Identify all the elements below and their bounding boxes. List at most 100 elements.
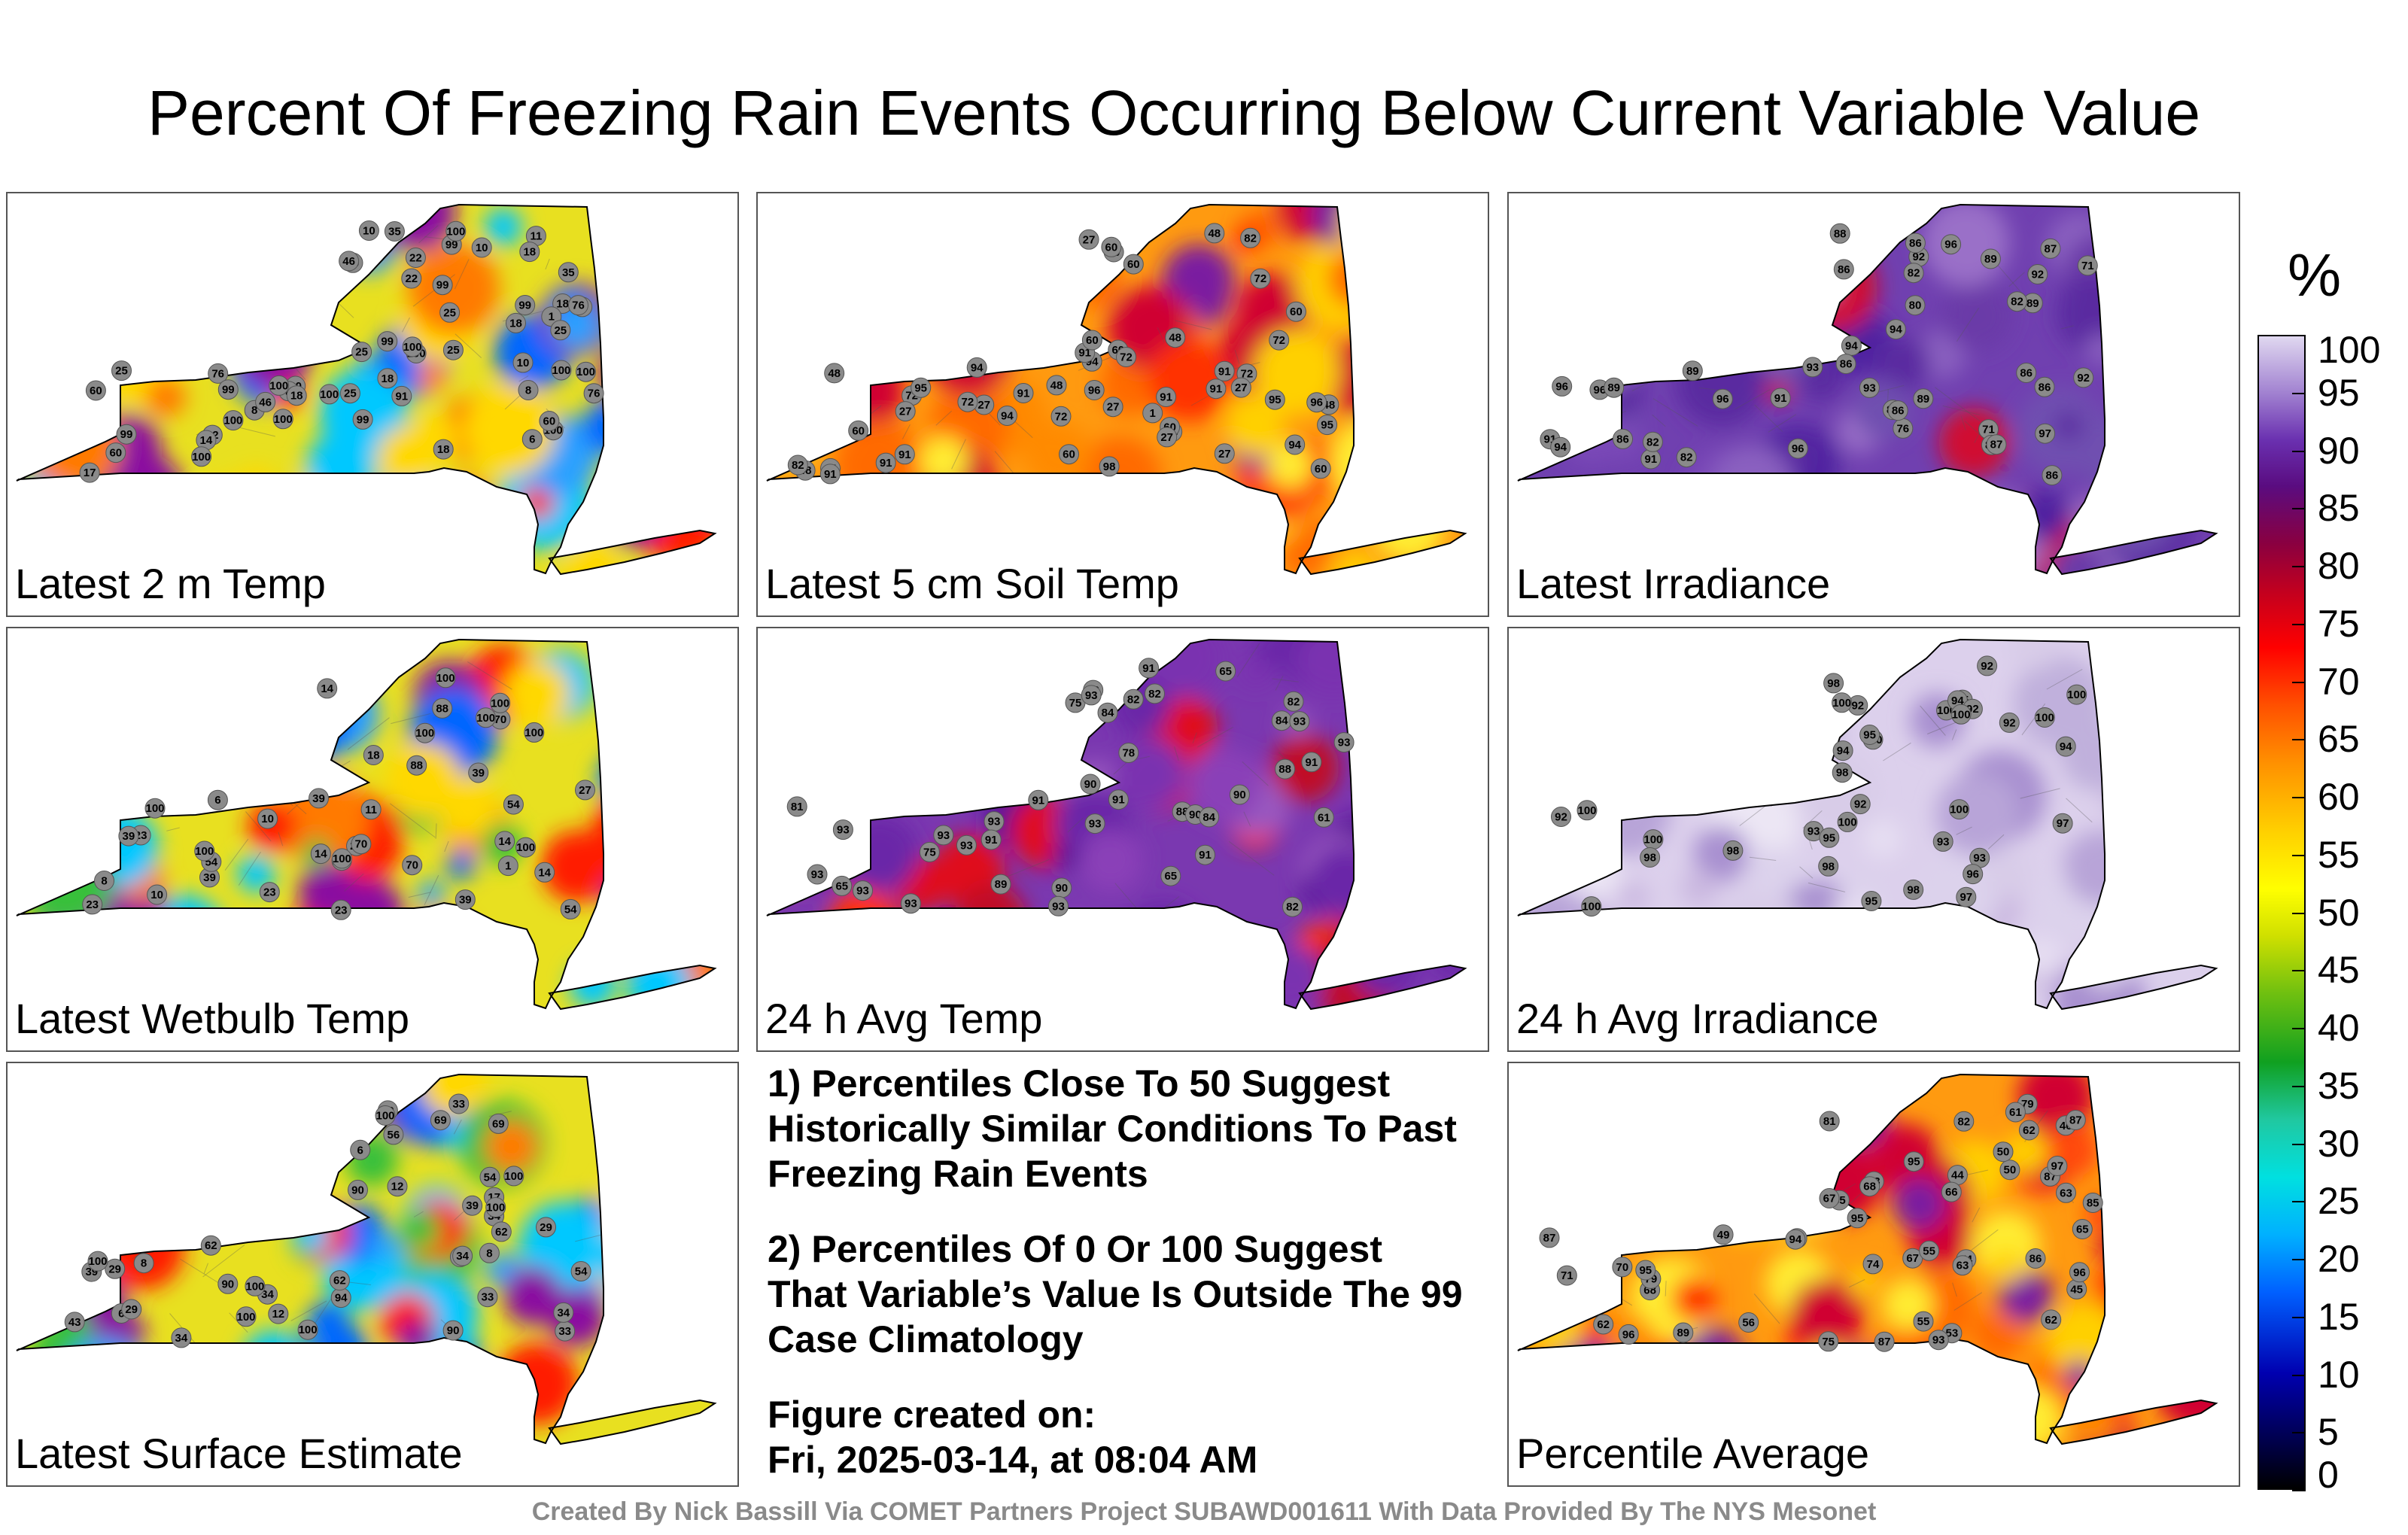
panel-label: Latest Surface Estimate <box>15 1430 463 1477</box>
colorbar-tick-label: 20 <box>2318 1238 2360 1280</box>
station-value: 25 <box>355 346 368 359</box>
station-marker: 60 <box>1285 301 1306 322</box>
station-marker: 89 <box>1913 388 1934 409</box>
station-marker: 54 <box>560 898 581 919</box>
station-value: 72 <box>1254 272 1267 285</box>
station-marker: 25 <box>439 302 461 323</box>
station-marker: 60 <box>105 442 126 464</box>
station-value: 93 <box>905 898 917 910</box>
station-marker: 18 <box>506 312 526 333</box>
station-value: 80 <box>1909 299 1922 312</box>
station-marker: 6 <box>521 429 543 450</box>
state-outline <box>548 529 717 576</box>
station-value: 55 <box>1923 1245 1935 1257</box>
station-marker: 96 <box>1552 375 1573 397</box>
station-marker: 27 <box>1078 229 1099 250</box>
station-value: 92 <box>2077 372 2090 385</box>
station-marker: 86 <box>1835 354 1856 375</box>
state-outline <box>16 1073 604 1445</box>
station-value: 82 <box>792 459 804 472</box>
station-marker: 89 <box>1673 1322 1694 1343</box>
station-value: 99 <box>222 384 235 397</box>
station-value: 62 <box>1597 1318 1610 1331</box>
station-value: 1 <box>1150 407 1156 420</box>
station-marker: 84 <box>1271 710 1292 731</box>
station-value: 60 <box>852 424 865 437</box>
station-marker: 91 <box>1139 658 1160 679</box>
station-value: 6 <box>214 794 220 807</box>
station-value: 100 <box>236 1311 255 1324</box>
station-value: 95 <box>914 381 927 394</box>
map-panel: 8693412173933612827623433563390542962304… <box>6 1062 739 1487</box>
station-marker: 90 <box>348 1179 368 1200</box>
station-marker: 86 <box>1833 259 1854 280</box>
station-value: 89 <box>1686 365 1699 378</box>
map-panel: 8991001160991046171018256099227635886184… <box>6 192 739 617</box>
station-value: 12 <box>272 1308 284 1321</box>
station-value: 86 <box>2039 381 2051 394</box>
station-marker: 100 <box>245 1275 266 1296</box>
state-outline <box>1517 638 2105 1010</box>
station-marker: 93 <box>853 880 873 901</box>
station-value: 94 <box>1890 324 1902 336</box>
station-marker: 1 <box>497 856 518 877</box>
station-marker: 68 <box>1859 1176 1880 1197</box>
state-outline <box>1298 964 1467 1011</box>
station-marker: 10 <box>512 352 534 373</box>
station-marker: 44 <box>1947 1165 1968 1186</box>
station-marker: 100 <box>87 1251 108 1272</box>
station-value: 25 <box>115 365 128 378</box>
station-value: 100 <box>299 1324 318 1336</box>
station-marker: 34 <box>553 1302 574 1323</box>
station-value: 93 <box>837 824 850 837</box>
colorbar-tick-label: 60 <box>2318 776 2360 818</box>
station-value: 89 <box>1677 1327 1689 1339</box>
station-marker: 100 <box>375 1105 396 1126</box>
station-value: 91 <box>985 834 998 847</box>
station-marker: 100 <box>551 360 572 381</box>
station-value: 27 <box>1107 401 1120 414</box>
station-marker: 48 <box>1204 223 1225 244</box>
station-value: 100 <box>88 1255 107 1268</box>
station-value: 90 <box>447 1324 460 1337</box>
station-marker: 100 <box>272 409 293 430</box>
station-value: 100 <box>446 225 465 238</box>
station-value: 62 <box>333 1275 346 1287</box>
colorbar-tick-label: 100 <box>2318 329 2381 371</box>
station-value: 87 <box>1990 439 2003 451</box>
station-marker: 96 <box>1963 864 1984 885</box>
state-outline <box>766 638 1354 1010</box>
station-marker: 18 <box>377 368 398 389</box>
station-marker: 60 <box>848 420 869 441</box>
panel-label: Percentile Average <box>1516 1430 1870 1477</box>
station-marker: 8 <box>94 871 114 891</box>
colorbar-tick-label: 15 <box>2318 1295 2360 1338</box>
station-marker: 6 <box>350 1139 371 1160</box>
station-marker: 8 <box>518 380 539 400</box>
colorbar-tick-mark <box>2292 1028 2306 1029</box>
station-marker: 70 <box>351 834 372 855</box>
station-value: 27 <box>1083 233 1096 246</box>
station-value: 14 <box>538 866 551 879</box>
station-value: 54 <box>507 798 520 811</box>
station-value: 18 <box>367 749 380 762</box>
station-marker: 61 <box>1313 807 1334 828</box>
station-marker: 14 <box>534 862 555 883</box>
station-marker: 98 <box>1832 762 1853 783</box>
station-marker: 10 <box>257 808 278 829</box>
station-marker: 8 <box>133 1253 154 1274</box>
station-value: 100 <box>1577 804 1596 817</box>
station-marker: 34 <box>171 1327 192 1348</box>
station-value: 72 <box>1241 368 1254 381</box>
station-value: 92 <box>2003 716 2016 729</box>
station-value: 91 <box>824 468 837 481</box>
station-marker: 98 <box>1722 840 1744 861</box>
station-marker: 91 <box>1075 342 1096 363</box>
station-value: 8 <box>486 1247 492 1260</box>
station-value: 39 <box>459 894 472 907</box>
station-value: 100 <box>145 802 164 815</box>
station-marker: 14 <box>317 678 338 699</box>
station-marker: 91 <box>875 452 896 473</box>
ny-map: 8141001123107039548861023541003910070143… <box>16 638 717 1011</box>
station-value: 76 <box>1896 422 1909 435</box>
